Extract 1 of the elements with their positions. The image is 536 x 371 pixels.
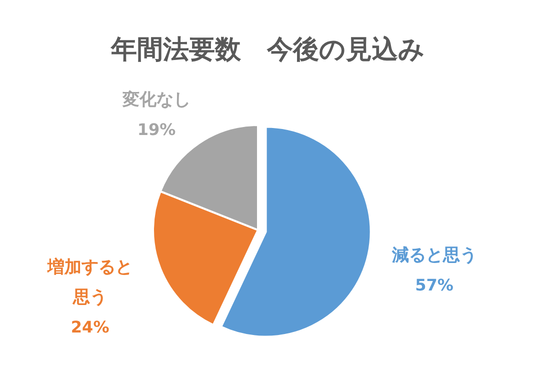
- chart-title: 年間法要数 今後の見込み: [110, 35, 425, 65]
